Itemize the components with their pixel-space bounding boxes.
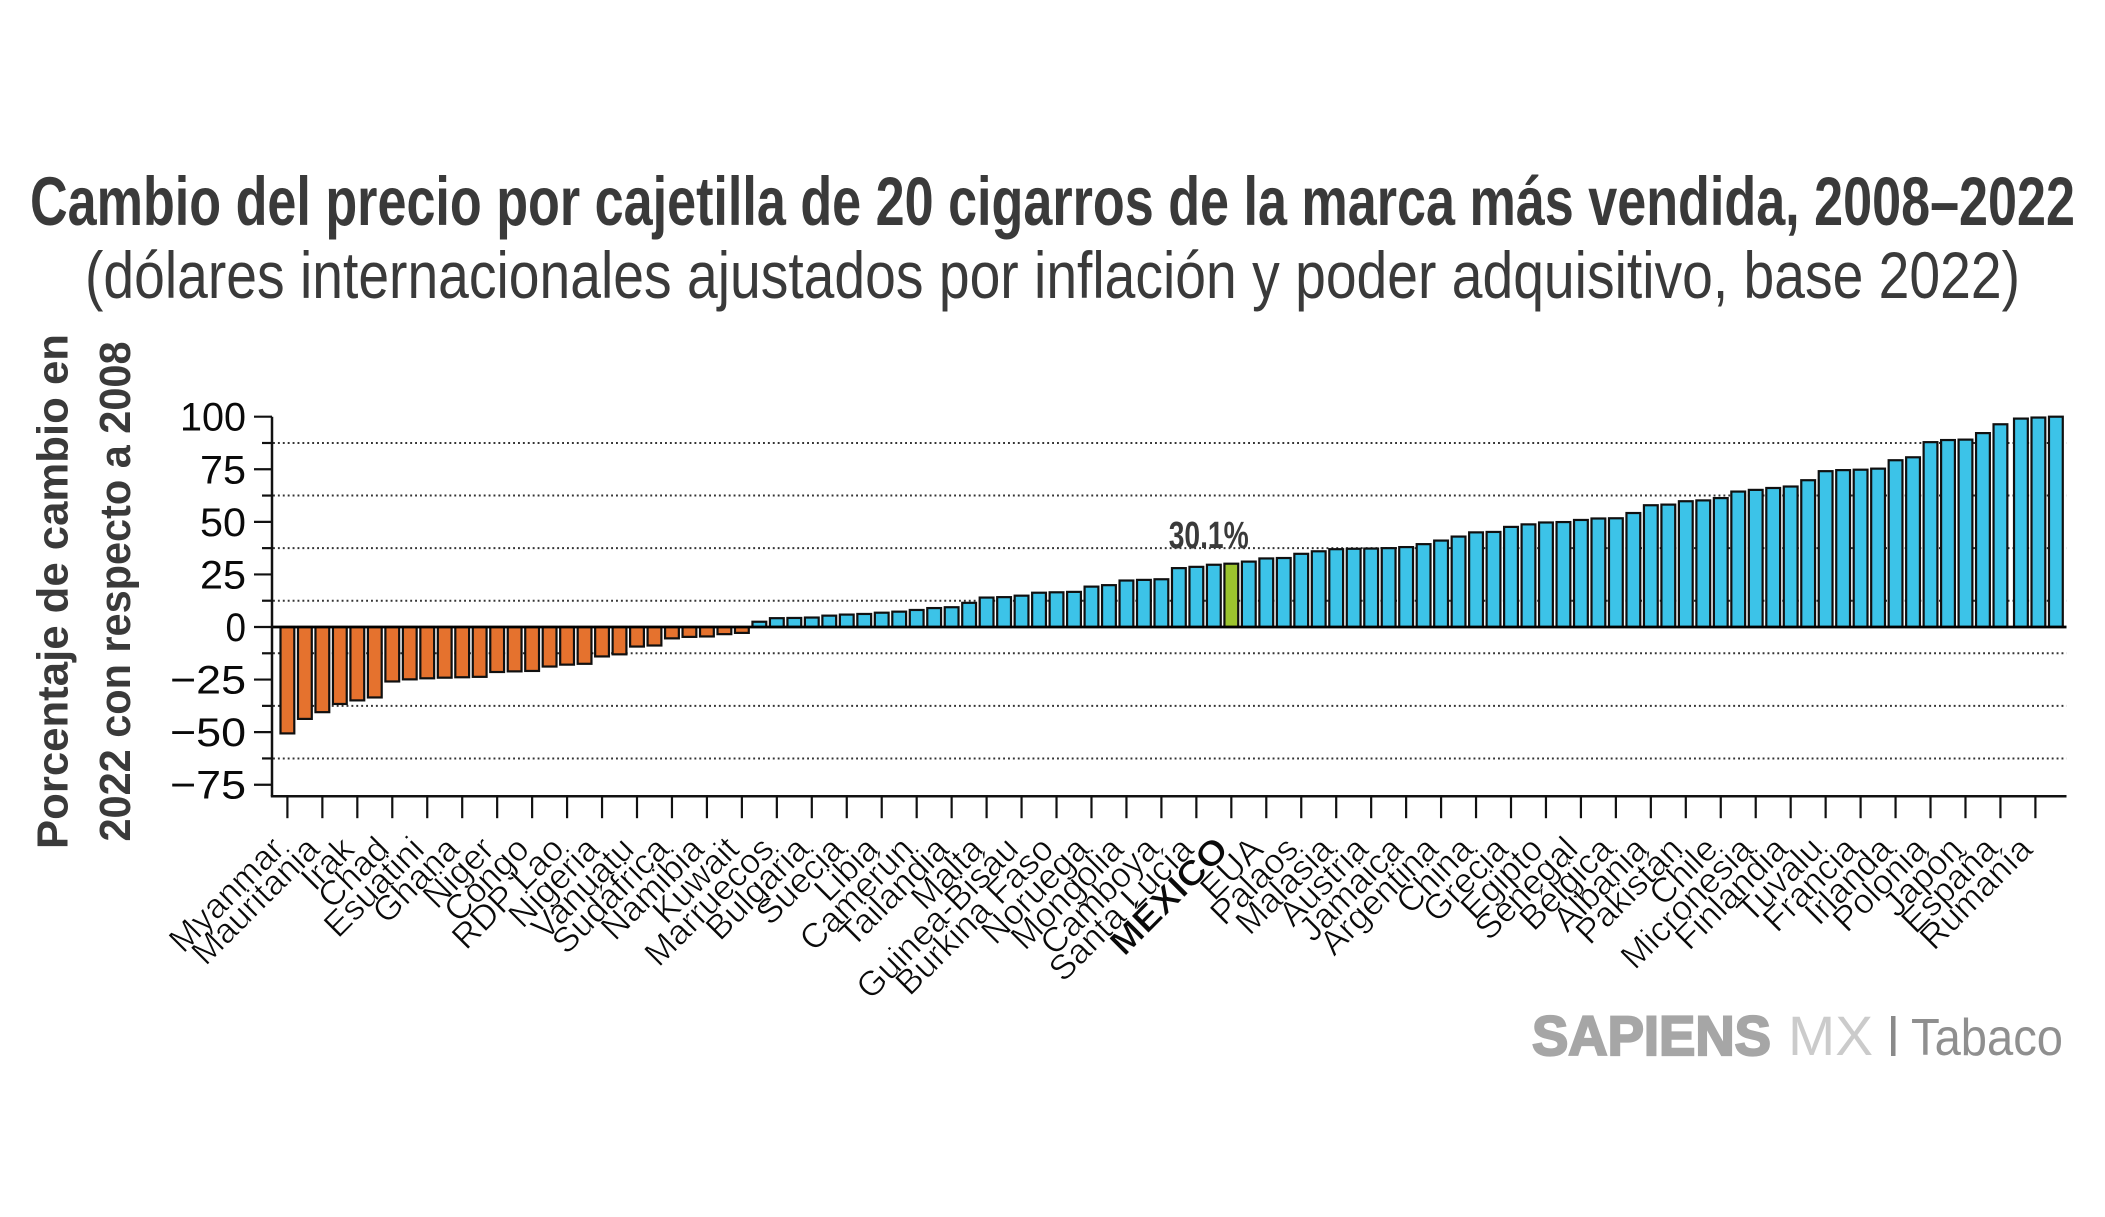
svg-text:−75: −75 xyxy=(170,764,246,808)
svg-text:(dólares internacionales ajust: (dólares internacionales ajustados por i… xyxy=(85,238,2020,312)
svg-text:25: 25 xyxy=(200,553,246,597)
svg-text:−25: −25 xyxy=(170,659,246,703)
svg-text:50: 50 xyxy=(200,501,246,545)
svg-text:Porcentaje de cambio en: Porcentaje de cambio en xyxy=(29,334,78,849)
svg-text:−50: −50 xyxy=(170,711,246,755)
svg-text:75: 75 xyxy=(200,448,246,492)
svg-text:30.1%: 30.1% xyxy=(1169,515,1249,557)
svg-text:0: 0 xyxy=(226,606,247,650)
svg-text:SAPIENS: SAPIENS xyxy=(1532,1004,1771,1067)
svg-text:2022 con respecto a 2008: 2022 con respecto a 2008 xyxy=(91,342,140,842)
svg-text:Cambio del precio por cajetill: Cambio del precio por cajetilla de 20 ci… xyxy=(30,163,2075,240)
svg-text:100: 100 xyxy=(180,396,246,440)
svg-text:Tabaco: Tabaco xyxy=(1911,1009,2063,1067)
svg-text:MX: MX xyxy=(1788,1004,1873,1067)
